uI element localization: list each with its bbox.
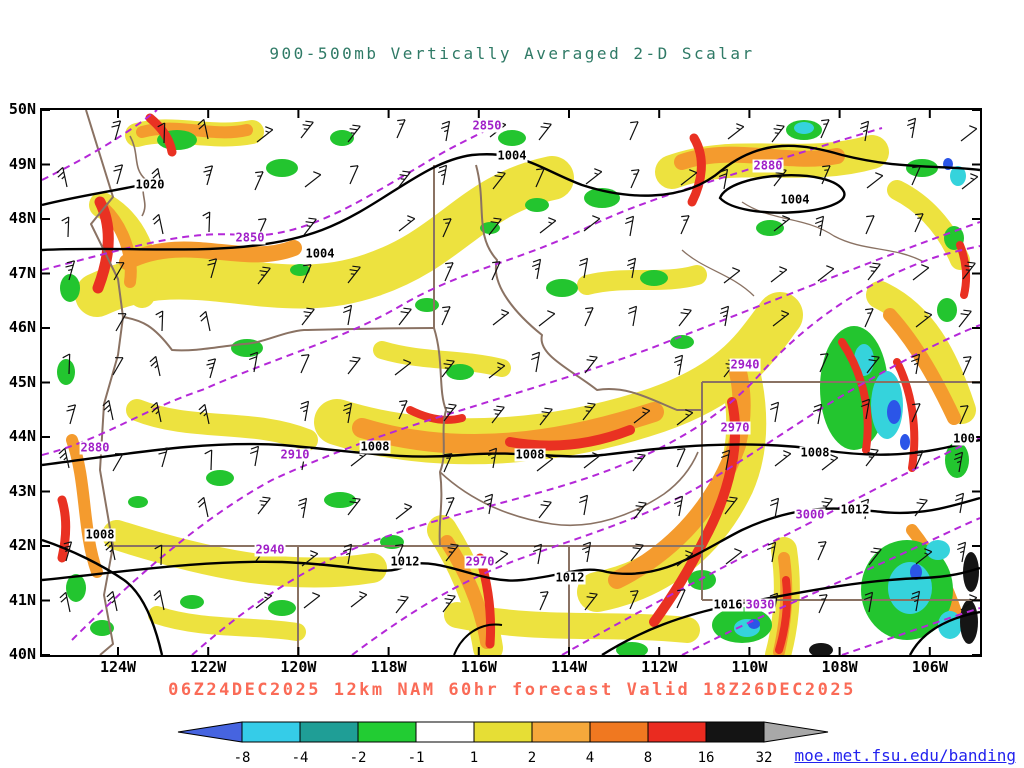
forecast-caption: 06Z24DEC2025 12km NAM 60hr forecast Vali…: [168, 680, 856, 700]
wind-barbs: [56, 117, 979, 614]
colorbar-tick-label: 4: [586, 750, 594, 766]
y-axis-label: 40N: [8, 645, 36, 663]
x-axis-label: 124W: [99, 658, 137, 676]
title-line-1: 900-500mb Vertically Averaged 2-D Scalar: [269, 44, 755, 63]
y-axis-label: 49N: [8, 154, 36, 173]
colorbar-tick-label: 2: [528, 750, 536, 766]
y-axis-label: 45N: [8, 372, 36, 391]
colorbar-tick-label: 32: [756, 750, 773, 766]
y-axis-label: 50N: [8, 100, 36, 118]
colorbar-tick-label: -2: [350, 750, 367, 766]
colorbar-tick-label: -1: [408, 750, 425, 766]
map-graphics: [42, 110, 980, 655]
colorbar-tick-label: -8: [234, 750, 251, 766]
y-axis-label: 43N: [8, 481, 36, 500]
colorbar: -8 -4 -2 -1 1 2 4 8 16 32: [177, 721, 829, 766]
x-axis-label: 106W: [911, 658, 948, 676]
x-axis-label: 120W: [280, 658, 317, 676]
x-axis-label: 118W: [370, 658, 407, 676]
y-axis-label: 42N: [8, 536, 36, 554]
y-axis-label: 41N: [8, 590, 36, 609]
y-axis-label: 48N: [8, 209, 36, 227]
x-axis-label: 108W: [821, 658, 858, 676]
y-axis-label: 44N: [8, 427, 36, 445]
axis-ticks: [42, 110, 980, 655]
colorbar-tick-label: 1: [470, 750, 478, 766]
map-canvas: 1020 1004 1004 1004 1008 1008 1008 1008 100 1012 1…: [40, 108, 982, 657]
y-axis-label: 46N: [8, 318, 36, 336]
x-axis-label: 112W: [641, 658, 678, 676]
frontogenesis-shading: [57, 113, 979, 655]
colorbar-tick-label: 16: [698, 750, 715, 766]
x-axis-label: 110W: [731, 658, 768, 676]
height-contours: [42, 110, 980, 655]
x-axis-label: 116W: [460, 658, 497, 676]
state-borders: [85, 110, 980, 655]
x-axis-label: 114W: [550, 658, 588, 676]
y-axis-label: 47N: [8, 263, 36, 282]
colorbar-tick-label: -4: [292, 750, 309, 766]
website-link[interactable]: moe.met.fsu.edu/banding: [794, 746, 1016, 765]
x-axis-label: 122W: [190, 658, 227, 676]
colorbar-tick-label: 8: [644, 750, 652, 766]
